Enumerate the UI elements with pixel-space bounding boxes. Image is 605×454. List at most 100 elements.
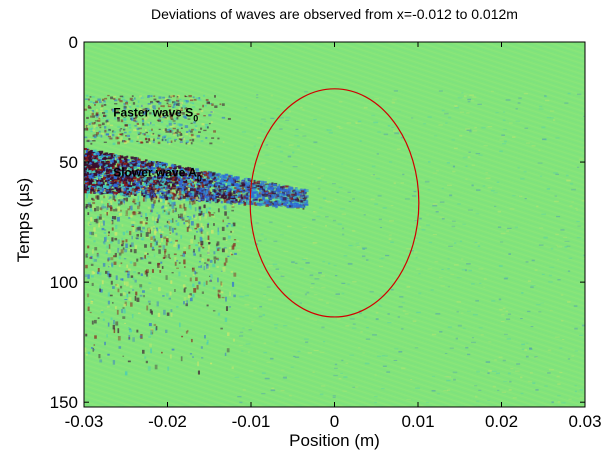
wave-streak xyxy=(197,198,201,201)
wave-fringe xyxy=(461,269,466,271)
wave-streak xyxy=(212,286,216,290)
wave-streak xyxy=(127,268,131,271)
wave-a0-speckle xyxy=(126,189,129,192)
wave-fringe xyxy=(454,104,458,107)
wave-streak xyxy=(146,252,149,255)
wave-streak xyxy=(183,288,186,293)
wave-a0-speckle xyxy=(257,188,260,190)
wave-a0-speckle xyxy=(244,189,247,193)
wave-streak xyxy=(229,201,232,204)
wave-s0-speckle xyxy=(88,138,92,141)
wave-streak xyxy=(156,241,158,246)
wave-streak xyxy=(195,244,198,247)
wave-fringe xyxy=(414,251,418,254)
wave-fringe xyxy=(381,257,385,259)
wave-streak xyxy=(188,224,190,229)
wave-a0-speckle xyxy=(227,188,231,191)
wave-streak xyxy=(231,204,234,208)
wave-streak xyxy=(165,275,168,280)
wave-streak xyxy=(165,234,169,237)
wave-a0-speckle xyxy=(114,186,119,190)
wave-streak xyxy=(208,245,210,250)
wave-s0-speckle xyxy=(221,116,226,119)
wave-a0-speckle xyxy=(180,190,183,192)
wave-a0-speckle xyxy=(294,205,299,208)
wave-s0-speckle xyxy=(158,133,162,135)
wave-a0-speckle xyxy=(110,155,115,158)
wave-fringe xyxy=(472,96,477,98)
wave-streak xyxy=(117,197,120,201)
wave-fringe xyxy=(340,208,345,210)
wave-s0-speckle xyxy=(112,131,117,134)
wave-s0-speckle xyxy=(90,127,94,130)
wave-a0-speckle xyxy=(200,187,204,191)
wave-s0-speckle xyxy=(191,138,195,142)
wave-fringe xyxy=(551,401,554,404)
wave-fringe xyxy=(455,337,459,340)
wave-s0-speckle xyxy=(105,120,109,123)
wave-streak xyxy=(198,247,201,252)
wave-fringe xyxy=(268,299,273,301)
wave-fringe xyxy=(508,253,511,255)
wave-a0-speckle xyxy=(89,158,94,160)
wave-a0-speckle xyxy=(129,170,134,175)
wave-fringe xyxy=(320,175,324,177)
wave-streak xyxy=(207,193,210,198)
wave-streak xyxy=(96,206,99,212)
wave-streak xyxy=(98,353,101,359)
wave-a0-speckle xyxy=(298,191,302,194)
wave-a0-speckle xyxy=(107,179,110,182)
wave-streak xyxy=(118,255,121,260)
wave-a0-speckle xyxy=(86,148,89,150)
wave-fringe xyxy=(579,334,583,336)
wave-a0-speckle xyxy=(210,176,214,180)
wave-a0-speckle xyxy=(291,205,295,208)
wave-streak xyxy=(198,260,201,263)
wave-fringe xyxy=(404,198,410,200)
wave-a0-speckle xyxy=(155,191,160,195)
wave-s0-speckle xyxy=(219,103,222,106)
wave-streak xyxy=(109,196,112,199)
wave-streak xyxy=(134,192,137,195)
wave-a0-speckle xyxy=(304,195,309,198)
wave-a0-speckle xyxy=(188,184,191,188)
wave-streak xyxy=(211,214,214,216)
wave-streak xyxy=(156,212,159,214)
wave-s0-speckle xyxy=(152,105,156,108)
wave-streak xyxy=(124,290,127,294)
wave-fringe xyxy=(239,181,244,183)
wave-s0-speckle xyxy=(136,127,140,130)
wave-a0-speckle xyxy=(171,184,176,187)
wave-streak xyxy=(206,304,209,307)
wave-fringe xyxy=(418,226,421,228)
wave-streak xyxy=(125,210,128,215)
wave-a0-speckle xyxy=(232,188,235,191)
wave-streak xyxy=(171,202,175,207)
wave-fringe xyxy=(573,305,578,307)
wave-a0-speckle xyxy=(107,154,111,157)
wave-streak xyxy=(170,280,173,284)
wave-fringe xyxy=(446,379,451,382)
wave-a0-speckle xyxy=(197,185,201,189)
wave-a0-speckle xyxy=(213,173,218,177)
wave-streak xyxy=(133,211,137,216)
wave-a0-speckle xyxy=(96,180,98,183)
wave-streak xyxy=(128,217,131,219)
wave-fringe xyxy=(386,371,391,373)
wave-fringe xyxy=(501,134,505,137)
wave-s0-speckle xyxy=(145,141,149,144)
wave-fringe xyxy=(512,195,516,197)
wave-streak xyxy=(109,200,113,206)
wave-streak xyxy=(153,323,157,326)
wave-s0-speckle xyxy=(138,142,141,144)
wave-streak xyxy=(149,309,152,314)
wave-streak xyxy=(167,253,171,259)
wave-a0-speckle xyxy=(176,186,179,188)
wave-s0-speckle xyxy=(211,121,213,124)
wave-a0-speckle xyxy=(178,182,183,186)
wave-fringe xyxy=(394,348,399,350)
wave-s0-speckle xyxy=(123,106,127,109)
wave-a0-speckle xyxy=(256,182,260,185)
wave-s0-speckle xyxy=(169,125,173,128)
wave-fringe xyxy=(427,189,431,191)
